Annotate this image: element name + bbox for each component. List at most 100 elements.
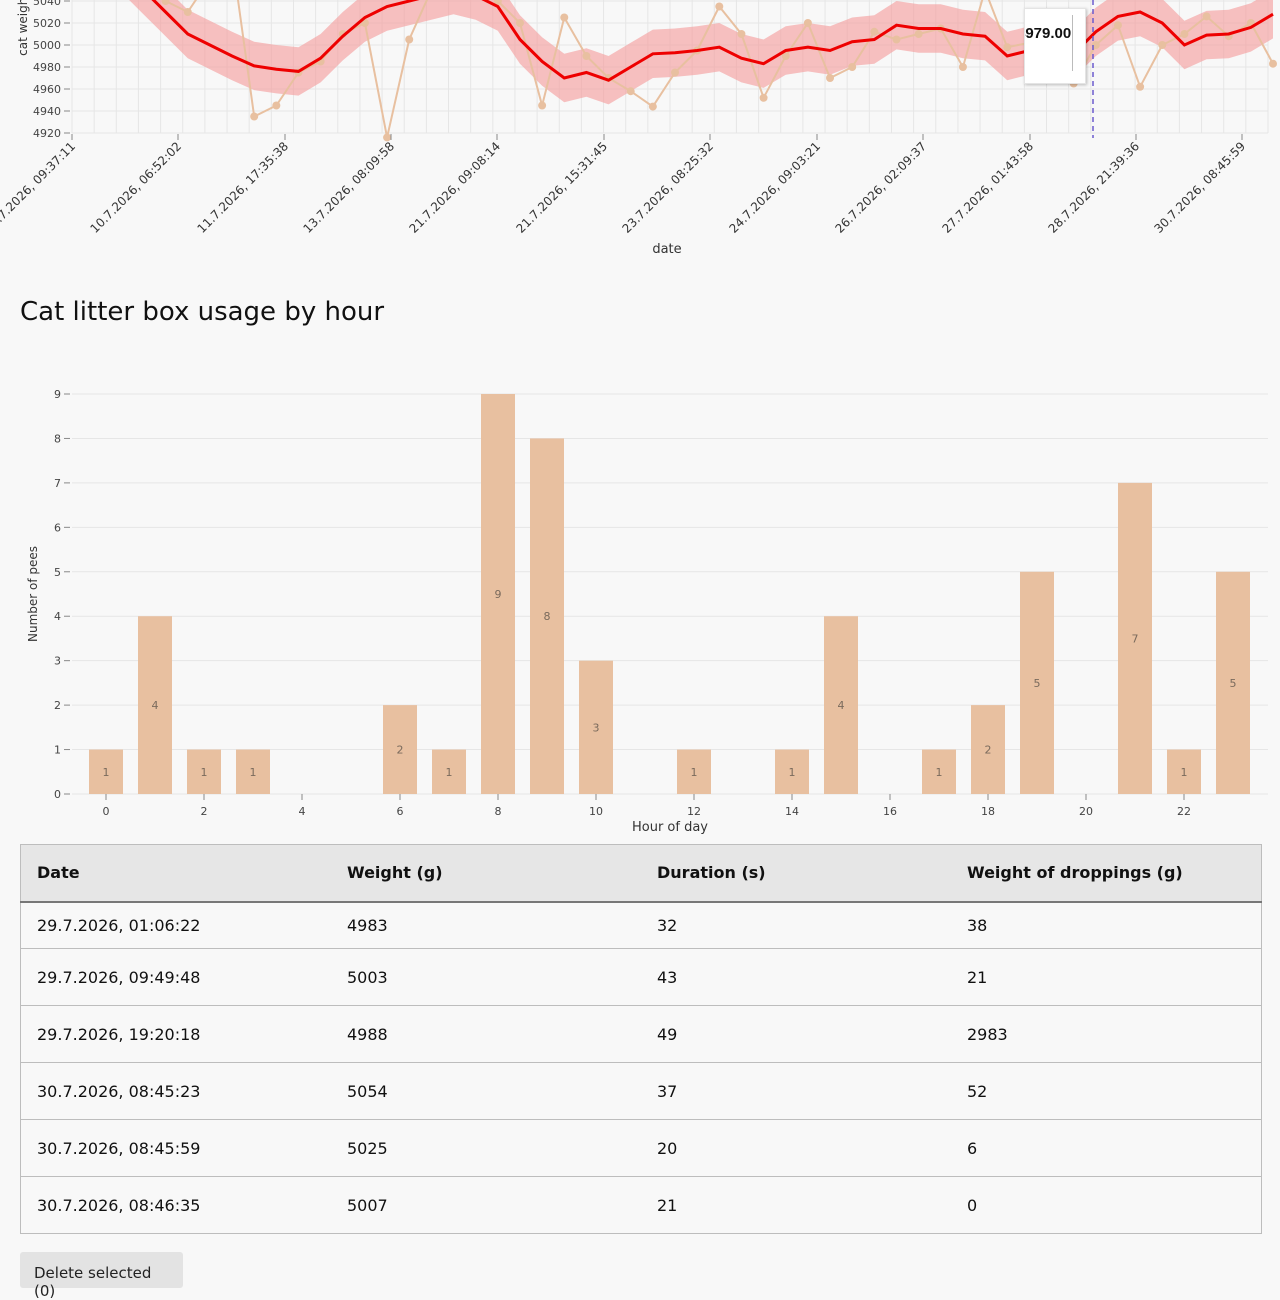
raw-weight-point[interactable]: [1113, 21, 1122, 30]
raw-weight-point[interactable]: [560, 13, 569, 22]
table-row[interactable]: 30.7.2026, 08:46:35 5007 21 0: [20, 1176, 1262, 1234]
column-header-date[interactable]: Date: [20, 844, 331, 903]
raw-weight-point[interactable]: [250, 112, 259, 121]
y-tick-label: 5020: [33, 17, 61, 30]
bar[interactable]: [579, 660, 613, 794]
x-tick-label: 0: [103, 805, 110, 818]
bar[interactable]: [383, 705, 417, 794]
x-tick-label: 26.7.2026, 02:09:37: [833, 139, 930, 236]
raw-weight-point[interactable]: [759, 93, 768, 102]
raw-weight-point[interactable]: [1202, 12, 1211, 21]
bar[interactable]: [481, 394, 515, 794]
bar-value-label: 5: [1034, 677, 1041, 690]
raw-weight-point[interactable]: [892, 35, 901, 44]
cell-duration: 37: [641, 1062, 951, 1120]
raw-weight-point[interactable]: [1091, 41, 1100, 49]
bar[interactable]: [530, 438, 564, 794]
bar[interactable]: [922, 749, 956, 794]
bar-value-label: 8: [544, 610, 551, 623]
x-tick-label: 6: [397, 805, 404, 818]
cell-duration: 43: [641, 948, 951, 1006]
y-tick-label: 4920: [33, 127, 61, 140]
bar[interactable]: [236, 749, 270, 794]
x-tick-label: 10.7.2026, 09:37:11: [0, 139, 78, 236]
bar[interactable]: [138, 616, 172, 794]
raw-weight-point[interactable]: [648, 102, 657, 111]
raw-weight-point[interactable]: [958, 63, 967, 71]
tooltip-divider: [1072, 15, 1073, 71]
raw-weight-point[interactable]: [737, 30, 746, 38]
x-tick-label: 21.7.2026, 09:08:14: [407, 139, 504, 236]
y-tick-label: 4960: [33, 83, 61, 96]
x-tick-label: 4: [299, 805, 306, 818]
raw-weight-point[interactable]: [183, 8, 192, 16]
raw-weight-point[interactable]: [781, 52, 790, 60]
raw-weight-point[interactable]: [1269, 59, 1277, 68]
delete-selected-button[interactable]: Delete selected (0): [20, 1252, 183, 1300]
bar-value-label: 1: [789, 766, 796, 779]
bar-value-label: 1: [250, 766, 257, 779]
raw-weight-point[interactable]: [626, 87, 635, 96]
cell-droppings: 52: [951, 1062, 1262, 1120]
raw-weight-point[interactable]: [1003, 43, 1012, 52]
raw-weight-point[interactable]: [272, 101, 281, 110]
raw-weight-point[interactable]: [803, 19, 812, 27]
raw-weight-point[interactable]: [405, 35, 414, 44]
raw-weight-point[interactable]: [493, 0, 502, 5]
cell-duration: 32: [641, 901, 951, 949]
bar[interactable]: [677, 749, 711, 794]
raw-weight-point[interactable]: [383, 133, 392, 142]
bar[interactable]: [1167, 749, 1201, 794]
raw-weight-point[interactable]: [582, 52, 591, 60]
raw-weight-point[interactable]: [848, 63, 857, 71]
x-tick-label: 30.7.2026, 08:45:59: [1152, 139, 1249, 236]
raw-weight-point[interactable]: [826, 74, 835, 82]
x-axis-label: Hour of day: [632, 820, 708, 835]
raw-weight-point[interactable]: [1136, 82, 1145, 91]
x-tick-label: 20: [1079, 805, 1093, 818]
column-header-droppings[interactable]: Weight of droppings (g): [951, 844, 1262, 903]
raw-weight-point[interactable]: [715, 2, 724, 11]
bar[interactable]: [432, 749, 466, 794]
raw-weight-point[interactable]: [671, 68, 679, 77]
bar[interactable]: [971, 705, 1005, 794]
x-tick-label: 11.7.2026, 17:35:38: [195, 139, 292, 236]
raw-weight-point[interactable]: [538, 101, 547, 110]
table-row[interactable]: 29.7.2026, 09:49:48 5003 43 21: [20, 948, 1262, 1006]
bar[interactable]: [1216, 571, 1250, 794]
cell-weight: 5025: [331, 1119, 641, 1177]
bar-value-label: 4: [152, 699, 159, 712]
bar[interactable]: [89, 749, 123, 794]
bar[interactable]: [824, 616, 858, 794]
bar-value-label: 2: [397, 744, 404, 757]
table-row[interactable]: 30.7.2026, 08:45:59 5025 20 6: [20, 1119, 1262, 1177]
bar[interactable]: [1118, 482, 1152, 794]
raw-weight-point[interactable]: [870, 27, 879, 36]
column-header-weight[interactable]: Weight (g): [331, 844, 641, 903]
x-tick-label: 14: [785, 805, 799, 818]
cell-droppings: 0: [951, 1176, 1262, 1234]
table-row[interactable]: 29.7.2026, 01:06:22 4983 32 38: [20, 901, 1262, 949]
y-tick-label: 5: [54, 566, 61, 579]
raw-weight-point[interactable]: [1180, 30, 1189, 38]
cell-date: 30.7.2026, 08:45:23: [20, 1062, 331, 1120]
cell-weight: 4983: [331, 901, 641, 949]
cell-duration: 49: [641, 1005, 951, 1063]
bar[interactable]: [1020, 571, 1054, 794]
bar[interactable]: [187, 749, 221, 794]
bar-value-label: 1: [446, 766, 453, 779]
y-axis-label: cat weight (g): [16, 0, 30, 56]
cell-weight: 5007: [331, 1176, 641, 1234]
raw-weight-point[interactable]: [161, 0, 170, 5]
table-row[interactable]: 29.7.2026, 19:20:18 4988 49 2983: [20, 1005, 1262, 1063]
cell-date: 30.7.2026, 08:45:59: [20, 1119, 331, 1177]
raw-weight-point[interactable]: [914, 30, 923, 38]
raw-weight-point[interactable]: [515, 19, 524, 27]
table-row[interactable]: 30.7.2026, 08:45:23 5054 37 52: [20, 1062, 1262, 1120]
bar[interactable]: [775, 749, 809, 794]
raw-weight-point[interactable]: [1158, 41, 1167, 49]
cell-date: 29.7.2026, 09:49:48: [20, 948, 331, 1006]
column-header-duration[interactable]: Duration (s): [641, 844, 951, 903]
bar-value-label: 1: [936, 766, 943, 779]
